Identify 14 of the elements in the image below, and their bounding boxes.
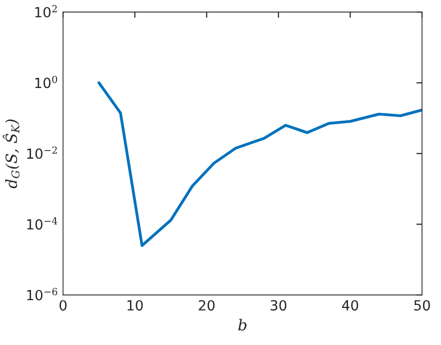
x-tick-label: 30	[270, 300, 286, 311]
line-series	[98, 81, 422, 247]
y-tick-label: 10$^{−2}$	[27, 146, 57, 159]
y-tick-label: 10$^{2}$	[35, 4, 57, 18]
x-tick-label: 20	[198, 300, 215, 311]
x-tick-label: 50	[414, 300, 430, 311]
y-tick-label: 10$^{0}$	[35, 76, 58, 88]
y-axis-title: d$_{G}$(S, Ŝ$_{K}$)	[2, 120, 20, 188]
x-tick-label: 0	[60, 300, 67, 311]
x-tick-label: 40	[342, 300, 358, 311]
y-tick-label: 10$^{−6}$	[27, 288, 58, 300]
y-tick-label: 10$^{−4}$	[27, 217, 58, 230]
x-axis-title: b	[238, 318, 246, 331]
x-tick-label: 10	[128, 300, 143, 311]
